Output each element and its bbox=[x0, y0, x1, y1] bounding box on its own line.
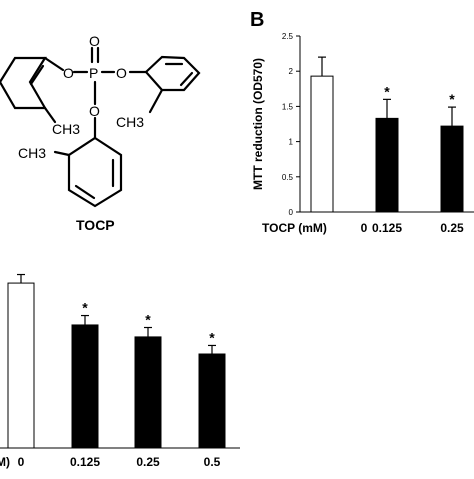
panel-b-y-tick-label: 0 bbox=[289, 208, 294, 217]
lower-panel-significance-marker: * bbox=[209, 329, 215, 345]
panel-b-chart: 0 0.5 1 1.5 2 2.5 0 * 0.125 * 0.25 bbox=[282, 32, 474, 235]
methyl-right: CH3 bbox=[116, 114, 144, 130]
atom-p: P bbox=[89, 65, 98, 81]
panel-b-bar bbox=[310, 75, 334, 213]
lower-panel-significance-marker: * bbox=[82, 300, 88, 316]
lower-panel-x-tick-label: 0.125 bbox=[70, 455, 100, 469]
panel-b-letter: B bbox=[250, 9, 264, 31]
panel-b-x-axis-label: TOCP (mM) bbox=[262, 221, 327, 235]
panel-b-y-tick-label: 1.5 bbox=[282, 102, 294, 111]
panel-b-y-tick-label: 0.5 bbox=[282, 173, 294, 182]
panel-b-bar bbox=[440, 125, 464, 213]
panel-b-y-axis-label: MTT reduction (OD570) bbox=[251, 58, 265, 190]
atom-o-top: O bbox=[89, 33, 100, 49]
lower-panel-bar bbox=[71, 324, 99, 449]
lower-panel-bar bbox=[134, 336, 162, 449]
panel-b-y-tick-label: 2.5 bbox=[282, 32, 294, 41]
lower-panel-x-tick-label: 0 bbox=[18, 455, 25, 469]
panel-b-y-tick-label: 2 bbox=[289, 67, 294, 76]
panel-b-significance-marker: * bbox=[449, 91, 455, 107]
panel-b-x-tick-label: 0.25 bbox=[440, 221, 464, 235]
atom-o-left: O bbox=[63, 65, 74, 81]
panel-b-significance-marker: * bbox=[384, 83, 390, 99]
left-methyl-bond bbox=[43, 106, 57, 124]
atom-o-right: O bbox=[116, 65, 127, 81]
bottom-ring-inner-bond-2 bbox=[74, 184, 96, 200]
panel-b-bar bbox=[375, 117, 399, 213]
panel-b-y-tick-label: 1 bbox=[289, 138, 294, 147]
left-aromatic-ring bbox=[0, 56, 47, 110]
lower-panel-x-tick-label: 0.25 bbox=[136, 455, 160, 469]
atom-o-bottom: O bbox=[89, 103, 100, 119]
panel-b-x-tick-label: 0 bbox=[361, 221, 368, 235]
methyl-bottom: CH3 bbox=[18, 145, 46, 161]
lower-panel-chart: 0 * 0.125 * 0.25 * 0.5 bbox=[0, 273, 240, 469]
right-ring-inner-bond-2 bbox=[179, 71, 194, 87]
lower-panel-significance-marker: * bbox=[145, 312, 151, 328]
lower-panel-x-tick-label: 0.5 bbox=[204, 455, 221, 469]
lower-panel-bar bbox=[198, 353, 226, 449]
left-o-bond bbox=[43, 56, 65, 72]
left-ring-inner-bond bbox=[29, 64, 45, 86]
tocp-atom-labels: O O P O O CH3 CH3 CH3 bbox=[18, 33, 144, 161]
lower-panel-bar bbox=[7, 282, 35, 449]
bottom-methyl-bond bbox=[53, 150, 71, 157]
panel-b-x-tick-label: 0.125 bbox=[372, 221, 402, 235]
right-methyl-bond bbox=[148, 88, 164, 114]
tocp-structure bbox=[0, 46, 201, 208]
lower-panel-x-axis-label: M) bbox=[0, 455, 10, 469]
methyl-left: CH3 bbox=[52, 121, 80, 137]
molecule-name: TOCP bbox=[76, 217, 115, 233]
